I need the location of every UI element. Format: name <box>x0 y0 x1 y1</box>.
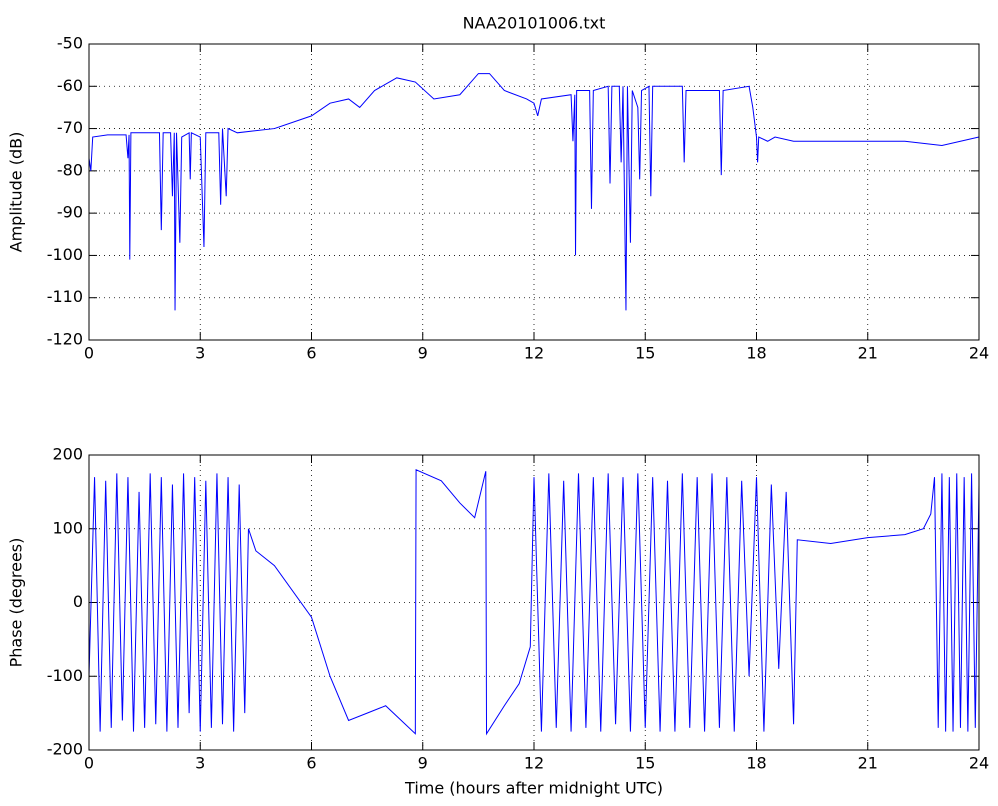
y-axis-label: Phase (degrees) <box>7 538 26 668</box>
y-tick-label: -60 <box>57 76 83 95</box>
x-axis-label: Time (hours after midnight UTC) <box>404 779 663 798</box>
x-tick-label: 0 <box>84 344 94 363</box>
y-tick-label: -200 <box>47 740 83 759</box>
x-tick-label: 3 <box>195 754 205 773</box>
y-tick-label: -90 <box>57 203 83 222</box>
y-tick-label: 0 <box>73 592 83 611</box>
y-tick-label: -100 <box>47 245 83 264</box>
x-tick-label: 9 <box>418 754 428 773</box>
data-line <box>88 468 980 736</box>
plot-area <box>89 44 979 340</box>
x-tick-label: 12 <box>524 344 544 363</box>
axes-frame <box>88 43 980 341</box>
y-tick-label: -120 <box>47 330 83 349</box>
x-tick-label: 12 <box>524 754 544 773</box>
x-tick-label: 18 <box>746 754 766 773</box>
x-tick-label: 0 <box>84 754 94 773</box>
x-tick-label: 18 <box>746 344 766 363</box>
x-tick-label: 24 <box>969 754 989 773</box>
x-tick-label: 21 <box>858 754 878 773</box>
y-tick-label: -80 <box>57 160 83 179</box>
axes-frame <box>88 454 980 751</box>
y-tick-label: 200 <box>52 445 83 464</box>
x-tick-label: 15 <box>635 344 655 363</box>
x-tick-label: 6 <box>306 344 316 363</box>
y-tick-label: -50 <box>57 34 83 53</box>
y-tick-label: -100 <box>47 666 83 685</box>
data-line <box>88 73 980 311</box>
y-axis-label: Amplitude (dB) <box>7 132 26 253</box>
x-tick-label: 9 <box>418 344 428 363</box>
x-tick-label: 15 <box>635 754 655 773</box>
y-tick-label: 100 <box>52 518 83 537</box>
y-tick-label: -70 <box>57 118 83 137</box>
x-tick-label: 3 <box>195 344 205 363</box>
x-tick-label: 21 <box>858 344 878 363</box>
x-tick-label: 6 <box>306 754 316 773</box>
x-tick-label: 24 <box>969 344 989 363</box>
y-tick-label: -110 <box>47 287 83 306</box>
chart-title: NAA20101006.txt <box>463 14 606 33</box>
